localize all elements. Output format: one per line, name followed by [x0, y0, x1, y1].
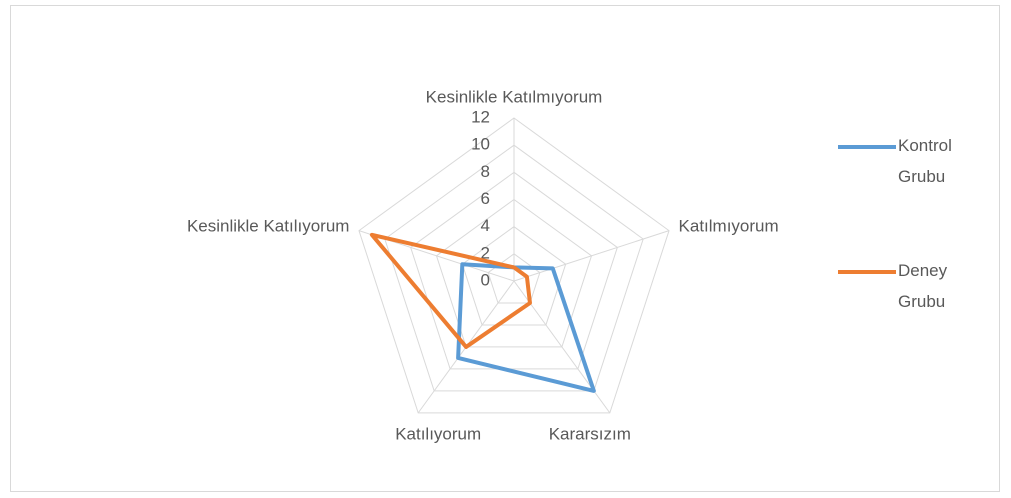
chart-border [10, 5, 1000, 492]
spoke [513, 230, 670, 282]
tick-label: 10 [471, 135, 490, 154]
category-label: Kesinlikle Katılmıyorum [426, 87, 603, 106]
tick-label: 6 [481, 189, 490, 208]
category-label: Katılmıyorum [679, 216, 779, 235]
tick-label: 2 [481, 243, 490, 262]
grid-ring [384, 144, 644, 392]
series-line [369, 232, 532, 349]
category-label: Kararsızım [549, 424, 631, 443]
tick-label: 4 [481, 216, 490, 235]
tick-label: 0 [481, 270, 490, 289]
tick-label: 8 [481, 162, 490, 181]
legend-label: Kontrol Grubu [898, 136, 952, 186]
category-label: Kesinlikle Katılıyorum [187, 216, 350, 235]
grid-ring [435, 198, 593, 348]
legend-label: Deney Grubu [898, 261, 948, 311]
grid-ring [358, 117, 670, 414]
category-label: Katılıyorum [395, 424, 481, 443]
grid-ring [410, 171, 618, 370]
series-line [456, 262, 596, 393]
tick-label: 12 [471, 107, 490, 126]
